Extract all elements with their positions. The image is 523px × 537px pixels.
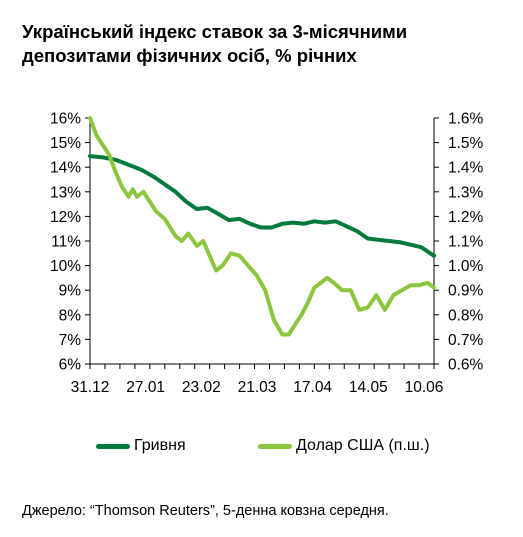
y-right-tick-label: 0.6%: [448, 357, 484, 374]
chart-title-line1: Український індекс ставок за 3-місячними: [22, 21, 408, 42]
y-left-tick-label: 8%: [59, 307, 82, 324]
y-left-tick-label: 16%: [50, 111, 81, 128]
x-tick-label: 31.12: [71, 379, 110, 396]
legend-label-uah: Гривня: [134, 437, 186, 454]
y-left-tick-label: 15%: [50, 135, 81, 152]
series-line-usd: [88, 116, 436, 337]
y-left-tick-label: 12%: [50, 209, 81, 226]
source-note: Джерело: “Thomson Reuters”, 5-денна ковз…: [22, 503, 389, 519]
x-tick-label: 21.03: [238, 379, 277, 396]
legend-item-uah: Гривня: [96, 437, 186, 455]
y-right-tick-label: 0.7%: [448, 332, 484, 349]
y-right-tick-label: 0.8%: [448, 307, 484, 324]
series-line-uah: [88, 154, 436, 258]
x-tick-label: 10.06: [405, 379, 444, 396]
y-left-tick-label: 9%: [59, 283, 82, 300]
y-left-tick-label: 11%: [51, 234, 81, 251]
x-tick-label: 23.02: [182, 379, 221, 396]
y-right-tick-label: 1.6%: [448, 111, 484, 128]
y-right-tick-label: 1.4%: [448, 160, 484, 177]
legend-swatch-uah: [96, 443, 130, 449]
y-left-tick-label: 13%: [50, 184, 81, 201]
y-right-tick-label: 1.5%: [448, 135, 484, 152]
y-left-tick-label: 6%: [59, 357, 82, 374]
x-tick-label: 14.05: [349, 379, 388, 396]
chart-title-line2: депозитами фізичних осіб, % річних: [22, 45, 357, 66]
legend-swatch-usd: [258, 443, 292, 449]
y-right-tick-label: 1.0%: [448, 258, 484, 275]
y-right-tick-label: 1.1%: [448, 234, 484, 251]
legend-item-usd: Долар США (п.ш.): [258, 437, 430, 455]
chart-series: [88, 116, 436, 337]
y-left-tick-label: 14%: [50, 160, 81, 177]
y-right-tick-label: 0.9%: [448, 283, 484, 300]
y-left-tick-label: 7%: [59, 332, 82, 349]
y-right-tick-label: 1.3%: [448, 184, 484, 201]
legend-label-usd: Долар США (п.ш.): [296, 437, 430, 454]
chart-title: Український індекс ставок за 3-місячними…: [22, 20, 502, 68]
x-tick-label: 17.04: [293, 379, 332, 396]
y-right-tick-label: 1.2%: [448, 209, 484, 226]
legend: Гривня Долар США (п.ш.): [96, 437, 516, 461]
x-tick-label: 27.01: [126, 379, 165, 396]
chart-axes: 6% 7% 8% 9% 10% 11% 12% 13% 14% 15% 16% 0.6% 0.7% 0.8…: [50, 111, 484, 397]
y-left-tick-label: 10%: [50, 258, 81, 275]
